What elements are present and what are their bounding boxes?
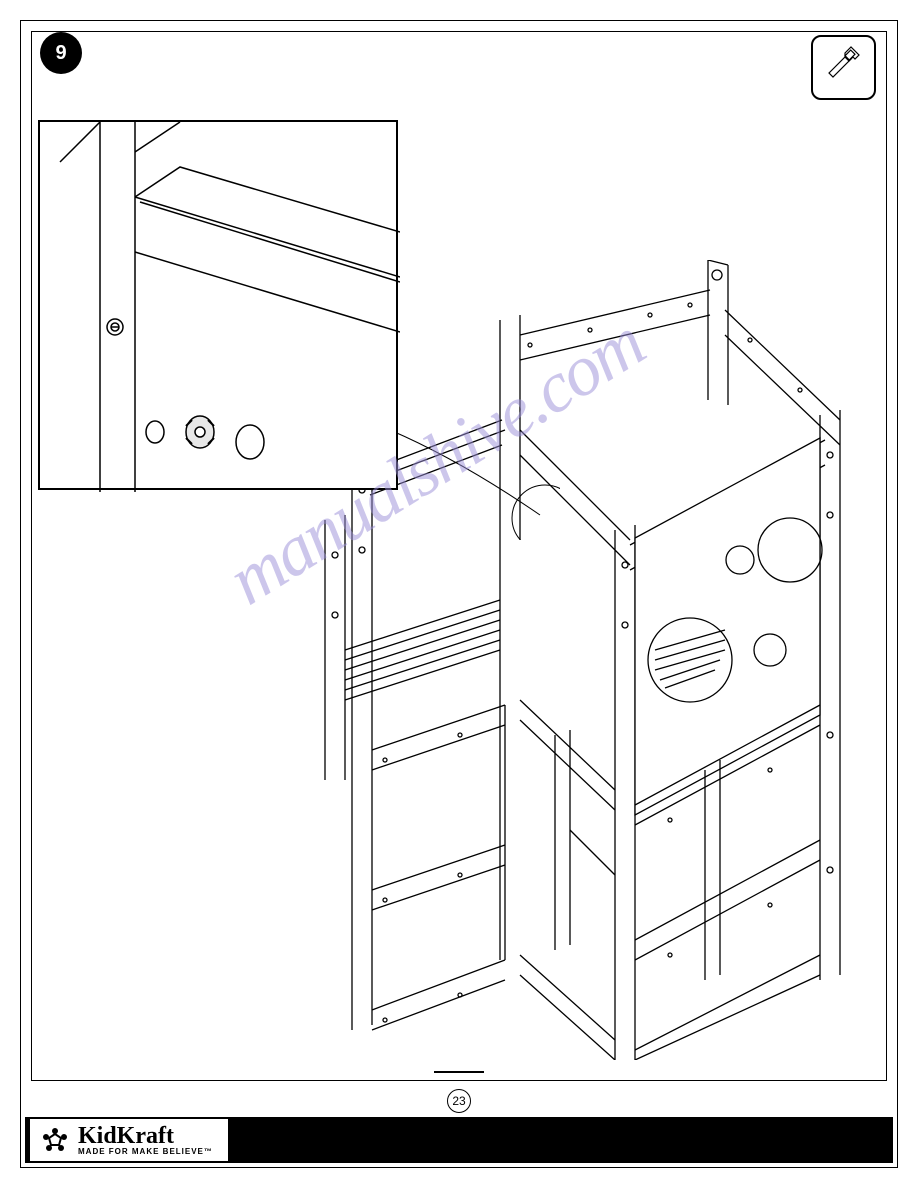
- page-number: 23: [452, 1094, 465, 1108]
- hammer-icon: [821, 45, 866, 90]
- step-number: 9: [55, 42, 66, 65]
- callout-line: [380, 420, 560, 540]
- logo-container: KidKraft MADE FOR MAKE BELIEVE™: [30, 1119, 228, 1161]
- detail-diagram: [40, 122, 400, 492]
- kidkraft-star-icon: [40, 1125, 70, 1155]
- step-number-badge: 9: [40, 32, 82, 74]
- footer-separator: [434, 1071, 484, 1073]
- brand-tagline: MADE FOR MAKE BELIEVE™: [78, 1148, 213, 1156]
- logo-text-group: KidKraft MADE FOR MAKE BELIEVE™: [78, 1124, 213, 1156]
- detail-callout-box: [38, 120, 398, 490]
- brand-name: KidKraft: [78, 1124, 213, 1148]
- brand-footer-bar: KidKraft MADE FOR MAKE BELIEVE™: [25, 1117, 893, 1163]
- page-number-circle: 23: [447, 1089, 471, 1113]
- tool-required-box: [811, 35, 876, 100]
